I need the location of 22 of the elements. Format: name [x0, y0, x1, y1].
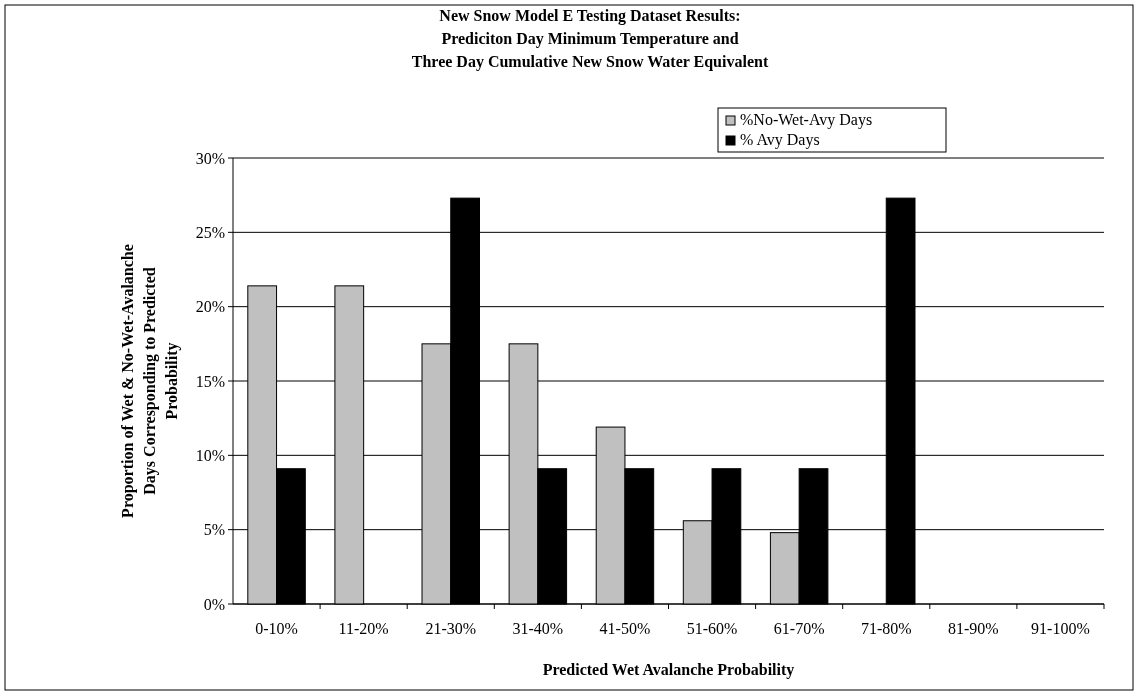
x-tick-label: 91-100%	[1031, 620, 1090, 637]
y-tick-label: 10%	[195, 446, 225, 464]
x-tick-label: 41-50%	[599, 620, 651, 637]
y-tick-label: 20%	[195, 298, 225, 316]
x-tick-label: 61-70%	[773, 620, 825, 637]
legend-label: %No-Wet-Avy Days	[740, 111, 873, 129]
y-tick-label: 0%	[203, 595, 225, 613]
x-tick-label: 11-20%	[338, 620, 389, 637]
y-axis-title: Proportion of Wet & No-Wet-Avalanche Days Corresponding to Predicted Probability	[119, 244, 181, 518]
x-axis-title: Predicted Wet Avalanche Probability	[542, 661, 795, 679]
x-tick-label: 81-90%	[948, 620, 999, 637]
y-tick-label: 25%	[195, 223, 225, 241]
y-tick-label: 30%	[195, 149, 225, 167]
x-tick-label: 51-60%	[686, 620, 738, 637]
chart-title: New Snow Model E Testing Dataset Results: Prediciton Day Minimum Temperature and Three Day Cumulative New Snow Water Equivalent	[411, 7, 769, 71]
legend-label: % Avy Days	[740, 131, 820, 149]
y-tick-label: 5%	[203, 521, 225, 539]
x-tick-label: 71-80%	[860, 620, 912, 637]
x-tick-label: 21-30%	[425, 620, 477, 637]
y-tick-label: 15%	[195, 372, 225, 390]
x-tick-label: 0-10%	[255, 620, 298, 637]
x-tick-label: 31-40%	[512, 620, 564, 637]
